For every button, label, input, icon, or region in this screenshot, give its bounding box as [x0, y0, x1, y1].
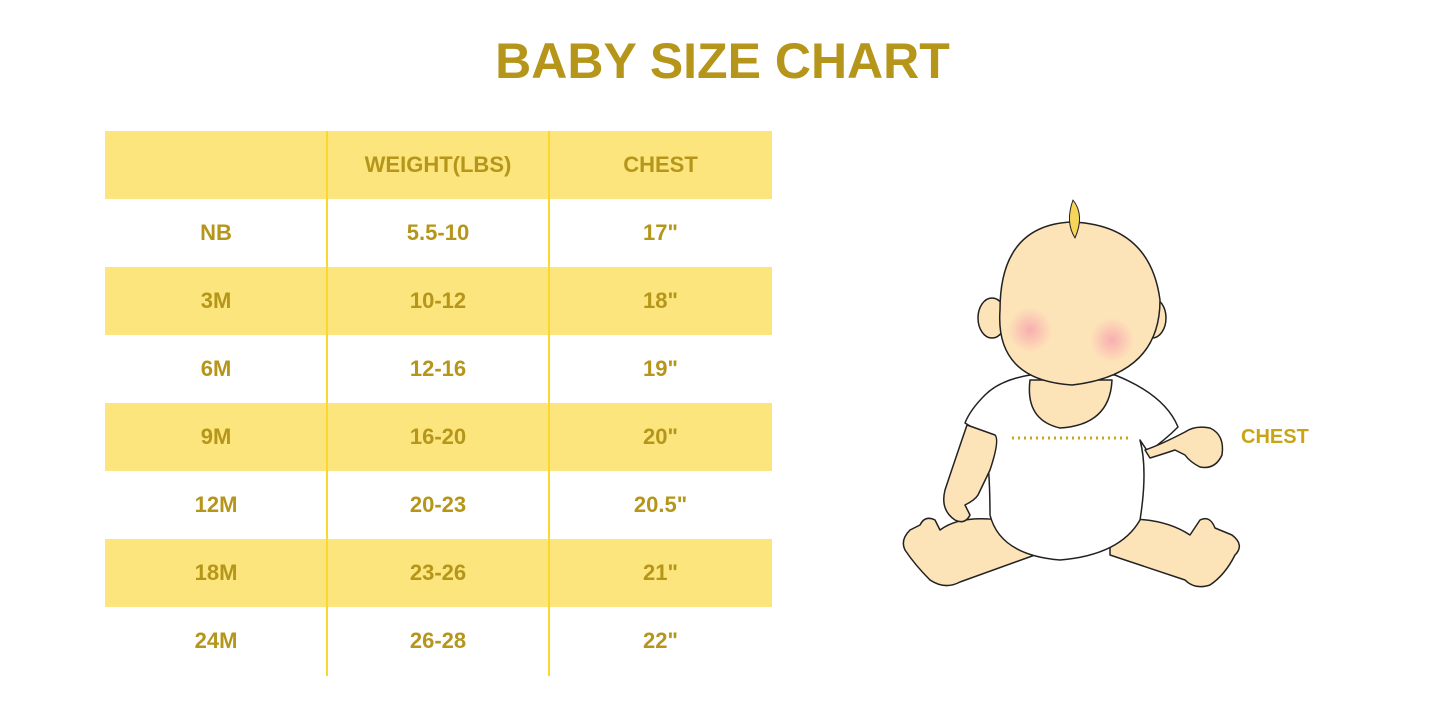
onesie	[964, 374, 1179, 561]
size-cell: 18M	[194, 560, 238, 585]
table-row: 12M 20-23 20.5"	[105, 471, 772, 539]
weight-cell: 10-12	[409, 288, 467, 313]
chest-cell: 20.5"	[633, 492, 688, 517]
table-row: 3M 10-12 18"	[105, 267, 772, 335]
neck	[1028, 379, 1113, 429]
chest-cell: 21"	[643, 560, 678, 585]
size-cell: 24M	[194, 628, 238, 653]
chest-label: CHEST	[1241, 426, 1309, 448]
right-cheek	[1090, 318, 1134, 362]
table-row: 18M 23-26 21"	[105, 539, 772, 607]
chest-cell: 18"	[643, 288, 678, 313]
table-header-row: WEIGHT(LBS) CHEST	[105, 131, 772, 199]
size-cell: 12M	[194, 492, 238, 517]
header-weight: WEIGHT(LBS)	[364, 152, 512, 177]
column-divider	[548, 131, 550, 676]
right-fist	[1144, 426, 1224, 469]
chest-cell: 19"	[643, 356, 678, 381]
weight-cell: 20-23	[409, 492, 467, 517]
weight-cell: 5.5-10	[406, 220, 470, 245]
size-cell: 3M	[200, 288, 232, 313]
size-cell: NB	[200, 220, 232, 245]
weight-cell: 16-20	[409, 424, 467, 449]
weight-cell: 23-26	[409, 560, 467, 585]
column-divider	[326, 131, 328, 676]
left-cheek	[1008, 308, 1052, 352]
page-title: BABY SIZE CHART	[495, 33, 950, 89]
weight-cell: 12-16	[409, 356, 467, 381]
table-row: 24M 26-28 22"	[105, 607, 772, 675]
size-table: WEIGHT(LBS) CHEST NB 5.5-10 17" 3M 10-12…	[105, 131, 772, 675]
hair-curl	[1069, 199, 1080, 239]
chest-cell: 17"	[643, 220, 678, 245]
head	[998, 221, 1161, 386]
weight-cell: 26-28	[409, 628, 467, 653]
left-arm	[943, 424, 998, 523]
table-row: NB 5.5-10 17"	[105, 199, 772, 267]
chest-cell: 20"	[643, 424, 678, 449]
table-row: 9M 16-20 20"	[105, 403, 772, 471]
right-leg	[1109, 517, 1241, 588]
size-cell: 9M	[200, 424, 232, 449]
table-row: 6M 12-16 19"	[105, 335, 772, 403]
size-cell: 6M	[200, 356, 232, 381]
chest-cell: 22"	[643, 628, 678, 653]
header-chest: CHEST	[623, 152, 698, 177]
